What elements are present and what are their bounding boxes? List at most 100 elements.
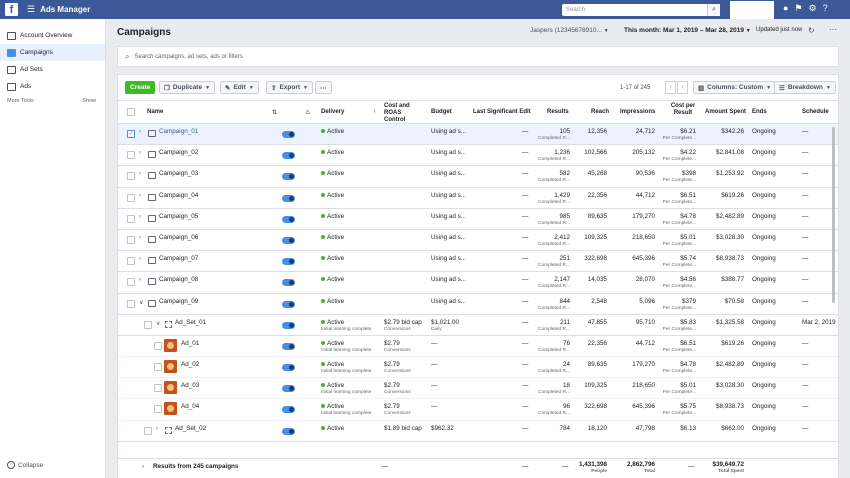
more-options-icon[interactable]: ⋯: [829, 25, 837, 34]
column-header-ends[interactable]: Ends: [752, 109, 767, 115]
campaign-row[interactable]: › Campaign_02 Active Using ad s... — 1,236 Com…: [118, 145, 838, 167]
sidebar-item-campaigns[interactable]: Campaigns: [0, 44, 105, 61]
breakdown-button[interactable]: ☰ Breakdown ▼: [774, 81, 836, 94]
campaign-row[interactable]: ✓ › Campaign_01 Active Using ad s... — 105 Comp…: [118, 124, 838, 146]
on-off-toggle[interactable]: [282, 194, 295, 202]
column-header-schedule[interactable]: Schedule: [802, 109, 829, 115]
expand-icon[interactable]: ›: [142, 463, 145, 470]
ad-set-row[interactable]: ∨ Ad_Set_01 Active Initial learning complet…: [118, 315, 838, 336]
ad-row[interactable]: Ad_01 Active Initial learning complete $2.7…: [118, 336, 838, 358]
duplicate-button[interactable]: ❐ Duplicate ▼: [159, 81, 216, 94]
ad-set-name[interactable]: Ad_Set_01: [175, 318, 207, 326]
show-more-tools-link[interactable]: Show: [82, 98, 96, 104]
global-search[interactable]: Search ⌕: [562, 4, 720, 16]
campaign-row[interactable]: › Campaign_05 Active Using ad s... — 985 Compl…: [118, 209, 838, 230]
column-header-reach[interactable]: Reach: [591, 109, 610, 115]
ad-row[interactable]: Ad_02 Active Initial learning complete $2.7…: [118, 357, 838, 379]
ad-name[interactable]: Ad_01: [181, 339, 200, 347]
row-checkbox[interactable]: [127, 151, 135, 160]
campaign-name[interactable]: Campaign_01: [159, 128, 199, 135]
on-off-toggle[interactable]: [282, 279, 295, 287]
chevron-right-icon[interactable]: ›: [139, 129, 141, 135]
chevron-right-icon[interactable]: ›: [139, 150, 141, 157]
chevron-right-icon[interactable]: ›: [139, 213, 141, 220]
column-header-name[interactable]: Name: [147, 109, 164, 115]
previous-page-button[interactable]: ‹: [665, 81, 676, 94]
on-off-toggle[interactable]: [282, 342, 295, 350]
next-page-button[interactable]: ›: [677, 81, 688, 94]
flag-icon[interactable]: ⚑: [794, 3, 803, 13]
info-icon[interactable]: ⓘ: [234, 465, 241, 472]
on-off-toggle[interactable]: [282, 300, 295, 308]
campaign-name[interactable]: Campaign_09: [159, 297, 199, 305]
chevron-right-icon[interactable]: ›: [139, 192, 141, 199]
on-off-toggle[interactable]: [282, 215, 295, 223]
chevron-down-icon[interactable]: ∨: [156, 320, 161, 327]
on-off-toggle[interactable]: [282, 258, 295, 266]
campaign-name[interactable]: Campaign_04: [159, 191, 199, 199]
campaign-row[interactable]: ∨ Campaign_09 Active Using ad s... — 844 Compl…: [118, 294, 838, 315]
sort-ascending-icon[interactable]: ↑: [373, 109, 376, 115]
refresh-icon[interactable]: ↻: [808, 26, 815, 35]
ad-name[interactable]: Ad_04: [181, 403, 200, 411]
sidebar-item-account-overview[interactable]: Account Overview: [0, 27, 105, 44]
on-off-toggle[interactable]: [282, 321, 295, 329]
ad-name[interactable]: Ad_03: [181, 382, 200, 390]
on-off-toggle[interactable]: [282, 173, 295, 181]
row-checkbox[interactable]: [127, 235, 135, 244]
chevron-right-icon[interactable]: ›: [139, 171, 141, 178]
on-off-toggle[interactable]: [282, 236, 295, 244]
row-checkbox[interactable]: [154, 363, 162, 372]
on-off-toggle[interactable]: [282, 406, 295, 414]
ad-name[interactable]: Ad_02: [181, 361, 200, 369]
ad-row[interactable]: Ad_03 Active Initial learning complete $2.7…: [118, 378, 838, 400]
vertical-scrollbar[interactable]: [832, 127, 835, 303]
column-header-last-edit[interactable]: Last Significant Edit: [473, 109, 531, 115]
ad-set-row[interactable]: › Ad_Set_02 Active $1.89 bid cap $962.32 — 784…: [118, 421, 838, 442]
chevron-right-icon[interactable]: ›: [156, 425, 158, 432]
row-checkbox[interactable]: [127, 257, 135, 266]
row-checkbox[interactable]: [127, 278, 135, 287]
chevron-right-icon[interactable]: ›: [139, 277, 141, 284]
on-off-toggle[interactable]: [282, 152, 295, 160]
campaign-search[interactable]: ⌕ Search campaigns, ad sets, ads or filt…: [117, 46, 839, 67]
row-checkbox[interactable]: [127, 299, 135, 308]
on-off-toggle[interactable]: [282, 364, 295, 372]
on-off-toggle[interactable]: [282, 131, 295, 138]
row-checkbox[interactable]: [154, 405, 162, 414]
column-header-cost-roas[interactable]: Cost and ROAS Control: [384, 103, 410, 123]
help-icon[interactable]: ?: [822, 3, 828, 13]
row-checkbox[interactable]: ✓: [127, 130, 135, 138]
chevron-down-icon[interactable]: ∨: [139, 299, 144, 306]
sidebar-item-ads[interactable]: Ads: [0, 78, 105, 95]
column-header-budget[interactable]: Budget: [431, 109, 452, 115]
create-button[interactable]: Create: [125, 81, 156, 94]
export-button[interactable]: ⇪ Export ▼: [266, 81, 313, 94]
campaign-row[interactable]: › Campaign_03 Active Using ad s... — 582 Compl…: [118, 166, 838, 188]
row-checkbox[interactable]: [144, 320, 152, 329]
row-checkbox[interactable]: [154, 384, 162, 393]
column-header-results[interactable]: Results: [547, 109, 569, 115]
campaign-name[interactable]: Campaign_08: [159, 276, 199, 284]
column-header-cost-per-result[interactable]: Cost per Result: [670, 103, 696, 116]
column-header-impressions[interactable]: Impressions: [620, 109, 656, 115]
campaign-row[interactable]: › Campaign_06 Active Using ad s... — 2,412 Com…: [118, 230, 838, 252]
on-off-toggle[interactable]: [282, 427, 295, 435]
sidebar-item-ad-sets[interactable]: Ad Sets: [0, 61, 105, 78]
account-selector[interactable]: Jaspers (12345678910... ▼: [530, 27, 609, 34]
campaign-name[interactable]: Campaign_07: [159, 255, 199, 263]
ad-row[interactable]: Ad_04 Active Initial learning complete $2.7…: [118, 399, 838, 421]
account-box[interactable]: [730, 1, 774, 19]
campaign-search-input[interactable]: Search campaigns, ad sets, ads or filter…: [134, 53, 243, 60]
chevron-right-icon[interactable]: ›: [139, 234, 141, 241]
campaign-row[interactable]: › Campaign_08 Active Using ad s... — 2,147 Com…: [118, 272, 838, 294]
ad-set-name[interactable]: Ad_Set_02: [175, 424, 207, 432]
edit-button[interactable]: ✎ Edit ▼: [220, 81, 259, 94]
campaign-name[interactable]: Campaign_02: [159, 149, 199, 157]
facebook-logo-icon[interactable]: f: [5, 3, 18, 16]
column-header-delivery[interactable]: Delivery: [321, 109, 345, 115]
more-actions-button[interactable]: ⋯: [315, 81, 332, 94]
campaign-name[interactable]: Campaign_05: [159, 212, 199, 220]
row-checkbox[interactable]: [127, 193, 135, 202]
campaign-row[interactable]: › Campaign_04 Active Using ad s... — 1,429 Com…: [118, 188, 838, 209]
